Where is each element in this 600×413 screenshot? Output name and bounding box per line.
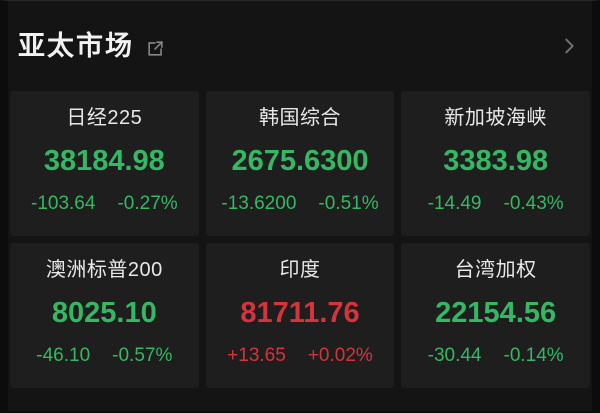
market-change-percent: -0.51%: [318, 192, 379, 214]
market-name: 澳洲标普200: [45, 259, 163, 281]
market-card[interactable]: 日经225 38184.98 -103.64 -0.27%: [10, 91, 199, 236]
market-price: 8025.10: [51, 297, 157, 329]
chevron-right-icon[interactable]: [558, 33, 580, 59]
market-change: -103.64: [31, 192, 96, 214]
market-change-percent: -0.27%: [117, 192, 178, 214]
market-price: 22154.56: [435, 297, 557, 329]
market-name: 日经225: [66, 107, 143, 129]
market-change: -14.49: [427, 192, 482, 214]
market-name: 台湾加权: [454, 259, 537, 281]
external-link-icon[interactable]: [146, 39, 165, 58]
market-card[interactable]: 澳洲标普200 8025.10 -46.10 -0.57%: [10, 243, 199, 388]
market-name: 印度: [279, 259, 321, 281]
market-change-percent: -0.43%: [503, 192, 564, 214]
market-card[interactable]: 韩国综合 2675.6300 -13.6200 -0.51%: [205, 91, 395, 236]
market-price: 38184.98: [43, 145, 165, 177]
market-change: +13.65: [227, 344, 286, 366]
market-change-percent: +0.02%: [307, 344, 373, 366]
market-grid: 日经225 38184.98 -103.64 -0.27% 韩国综合 2675.…: [8, 91, 592, 388]
market-price: 81711.76: [240, 297, 360, 329]
market-change: -13.6200: [221, 192, 297, 214]
market-card[interactable]: 新加坡海峡 3383.98 -14.49 -0.43%: [401, 91, 590, 236]
panel-header: 亚太市场: [8, 1, 592, 91]
market-deltas: -13.6200 -0.51%: [221, 193, 378, 215]
market-change: -46.10: [36, 344, 91, 366]
market-name: 韩国综合: [258, 107, 341, 129]
market-deltas: -30.44 -0.14%: [428, 345, 564, 367]
market-price: 3383.98: [443, 145, 549, 177]
market-name: 新加坡海峡: [444, 107, 547, 129]
market-change-percent: -0.57%: [112, 344, 173, 366]
market-card[interactable]: 印度 81711.76 +13.65 +0.02%: [205, 243, 395, 388]
market-change: -30.44: [427, 344, 482, 366]
page-title: 亚太市场: [18, 30, 134, 61]
market-deltas: -14.49 -0.43%: [428, 193, 564, 215]
market-deltas: +13.65 +0.02%: [227, 345, 373, 367]
market-change-percent: -0.14%: [503, 344, 564, 366]
market-deltas: -103.64 -0.27%: [31, 193, 178, 215]
market-deltas: -46.10 -0.57%: [36, 345, 172, 367]
market-card[interactable]: 台湾加权 22154.56 -30.44 -0.14%: [401, 243, 590, 388]
panel-header-left[interactable]: 亚太市场: [18, 30, 558, 61]
market-price: 2675.6300: [231, 145, 369, 177]
